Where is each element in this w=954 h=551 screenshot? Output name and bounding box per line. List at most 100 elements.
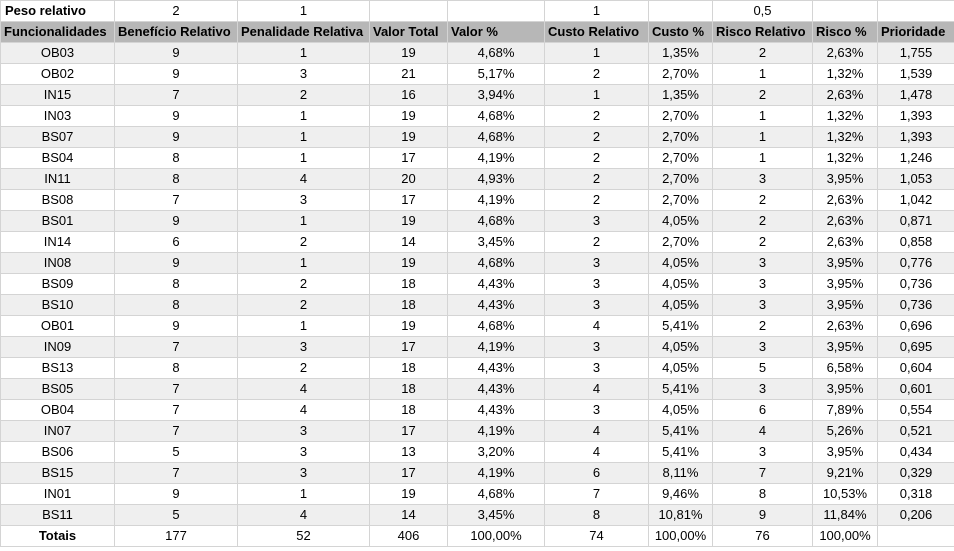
column-header-prioridade[interactable]: Prioridade [877, 21, 954, 43]
cell-valor[interactable]: 4,19% [447, 147, 545, 169]
cell-prioridade[interactable]: 0,736 [877, 294, 954, 316]
cell-prioridade[interactable]: 0,434 [877, 441, 954, 463]
cell-custo-relativo[interactable]: 3 [544, 399, 649, 421]
cell-beneficio-relativo[interactable]: 8 [114, 357, 238, 379]
cell-valor-total[interactable]: 19 [369, 126, 448, 148]
cell-custo[interactable]: 2,70% [648, 105, 713, 127]
total-cell[interactable]: 100,00% [447, 525, 545, 547]
cell-custo-relativo[interactable]: 3 [544, 294, 649, 316]
weight-cell[interactable] [369, 0, 448, 22]
column-header-penalidade-relativa[interactable]: Penalidade Relativa [237, 21, 370, 43]
cell-custo[interactable]: 4,05% [648, 357, 713, 379]
cell-custo[interactable]: 4,05% [648, 336, 713, 358]
cell-risco-relativo[interactable]: 2 [712, 84, 813, 106]
cell-penalidade-relativa[interactable]: 3 [237, 462, 370, 484]
cell-valor-total[interactable]: 17 [369, 147, 448, 169]
cell-prioridade[interactable]: 1,042 [877, 189, 954, 211]
cell-valor-total[interactable]: 13 [369, 441, 448, 463]
cell-risco[interactable]: 3,95% [812, 336, 878, 358]
cell-beneficio-relativo[interactable]: 9 [114, 252, 238, 274]
cell-valor[interactable]: 4,93% [447, 168, 545, 190]
cell-penalidade-relativa[interactable]: 2 [237, 231, 370, 253]
feature-cell[interactable]: BS07 [0, 126, 115, 148]
total-cell[interactable]: 177 [114, 525, 238, 547]
total-cell[interactable]: 100,00% [648, 525, 713, 547]
cell-custo-relativo[interactable]: 6 [544, 462, 649, 484]
cell-risco-relativo[interactable]: 3 [712, 273, 813, 295]
cell-risco-relativo[interactable]: 3 [712, 168, 813, 190]
cell-custo-relativo[interactable]: 2 [544, 63, 649, 85]
cell-risco[interactable]: 3,95% [812, 294, 878, 316]
feature-cell[interactable]: OB04 [0, 399, 115, 421]
feature-cell[interactable]: BS13 [0, 357, 115, 379]
cell-custo[interactable]: 4,05% [648, 252, 713, 274]
cell-valor[interactable]: 4,43% [447, 399, 545, 421]
cell-penalidade-relativa[interactable]: 1 [237, 315, 370, 337]
cell-custo[interactable]: 2,70% [648, 126, 713, 148]
cell-prioridade[interactable]: 1,755 [877, 42, 954, 64]
feature-cell[interactable]: BS10 [0, 294, 115, 316]
cell-beneficio-relativo[interactable]: 9 [114, 210, 238, 232]
cell-valor-total[interactable]: 19 [369, 42, 448, 64]
cell-prioridade[interactable]: 0,601 [877, 378, 954, 400]
cell-prioridade[interactable]: 1,246 [877, 147, 954, 169]
feature-cell[interactable]: OB01 [0, 315, 115, 337]
weight-cell[interactable]: 1 [237, 0, 370, 22]
cell-beneficio-relativo[interactable]: 5 [114, 441, 238, 463]
cell-valor-total[interactable]: 18 [369, 273, 448, 295]
cell-custo[interactable]: 2,70% [648, 63, 713, 85]
cell-risco-relativo[interactable]: 2 [712, 189, 813, 211]
cell-valor-total[interactable]: 17 [369, 420, 448, 442]
weight-cell[interactable]: 0,5 [712, 0, 813, 22]
cell-valor-total[interactable]: 18 [369, 357, 448, 379]
cell-prioridade[interactable]: 0,858 [877, 231, 954, 253]
cell-penalidade-relativa[interactable]: 1 [237, 210, 370, 232]
cell-penalidade-relativa[interactable]: 4 [237, 378, 370, 400]
cell-risco[interactable]: 2,63% [812, 84, 878, 106]
cell-risco-relativo[interactable]: 3 [712, 252, 813, 274]
cell-risco-relativo[interactable]: 3 [712, 441, 813, 463]
cell-risco[interactable]: 3,95% [812, 378, 878, 400]
cell-prioridade[interactable]: 1,053 [877, 168, 954, 190]
cell-risco-relativo[interactable]: 5 [712, 357, 813, 379]
cell-custo-relativo[interactable]: 4 [544, 420, 649, 442]
cell-beneficio-relativo[interactable]: 7 [114, 399, 238, 421]
cell-custo-relativo[interactable]: 2 [544, 105, 649, 127]
cell-prioridade[interactable]: 0,329 [877, 462, 954, 484]
cell-risco[interactable]: 1,32% [812, 126, 878, 148]
cell-beneficio-relativo[interactable]: 8 [114, 168, 238, 190]
cell-risco[interactable]: 1,32% [812, 63, 878, 85]
cell-prioridade[interactable]: 0,521 [877, 420, 954, 442]
cell-risco[interactable]: 3,95% [812, 273, 878, 295]
feature-cell[interactable]: IN01 [0, 483, 115, 505]
cell-custo-relativo[interactable]: 3 [544, 336, 649, 358]
cell-valor[interactable]: 4,19% [447, 420, 545, 442]
cell-risco-relativo[interactable]: 7 [712, 462, 813, 484]
cell-valor[interactable]: 5,17% [447, 63, 545, 85]
total-cell[interactable]: 74 [544, 525, 649, 547]
cell-custo[interactable]: 1,35% [648, 84, 713, 106]
cell-custo-relativo[interactable]: 2 [544, 147, 649, 169]
cell-risco[interactable]: 7,89% [812, 399, 878, 421]
cell-custo[interactable]: 9,46% [648, 483, 713, 505]
total-cell[interactable]: 406 [369, 525, 448, 547]
cell-risco-relativo[interactable]: 6 [712, 399, 813, 421]
cell-valor[interactable]: 3,94% [447, 84, 545, 106]
cell-custo[interactable]: 4,05% [648, 273, 713, 295]
column-header-valor[interactable]: Valor % [447, 21, 545, 43]
cell-penalidade-relativa[interactable]: 1 [237, 126, 370, 148]
cell-risco[interactable]: 2,63% [812, 42, 878, 64]
cell-risco[interactable]: 1,32% [812, 105, 878, 127]
cell-valor-total[interactable]: 17 [369, 336, 448, 358]
cell-penalidade-relativa[interactable]: 1 [237, 252, 370, 274]
cell-beneficio-relativo[interactable]: 7 [114, 420, 238, 442]
weight-cell[interactable] [812, 0, 878, 22]
cell-custo[interactable]: 4,05% [648, 399, 713, 421]
cell-custo-relativo[interactable]: 4 [544, 378, 649, 400]
cell-valor[interactable]: 3,45% [447, 231, 545, 253]
cell-beneficio-relativo[interactable]: 9 [114, 42, 238, 64]
cell-valor-total[interactable]: 17 [369, 189, 448, 211]
cell-penalidade-relativa[interactable]: 3 [237, 189, 370, 211]
cell-penalidade-relativa[interactable]: 2 [237, 273, 370, 295]
cell-penalidade-relativa[interactable]: 2 [237, 357, 370, 379]
